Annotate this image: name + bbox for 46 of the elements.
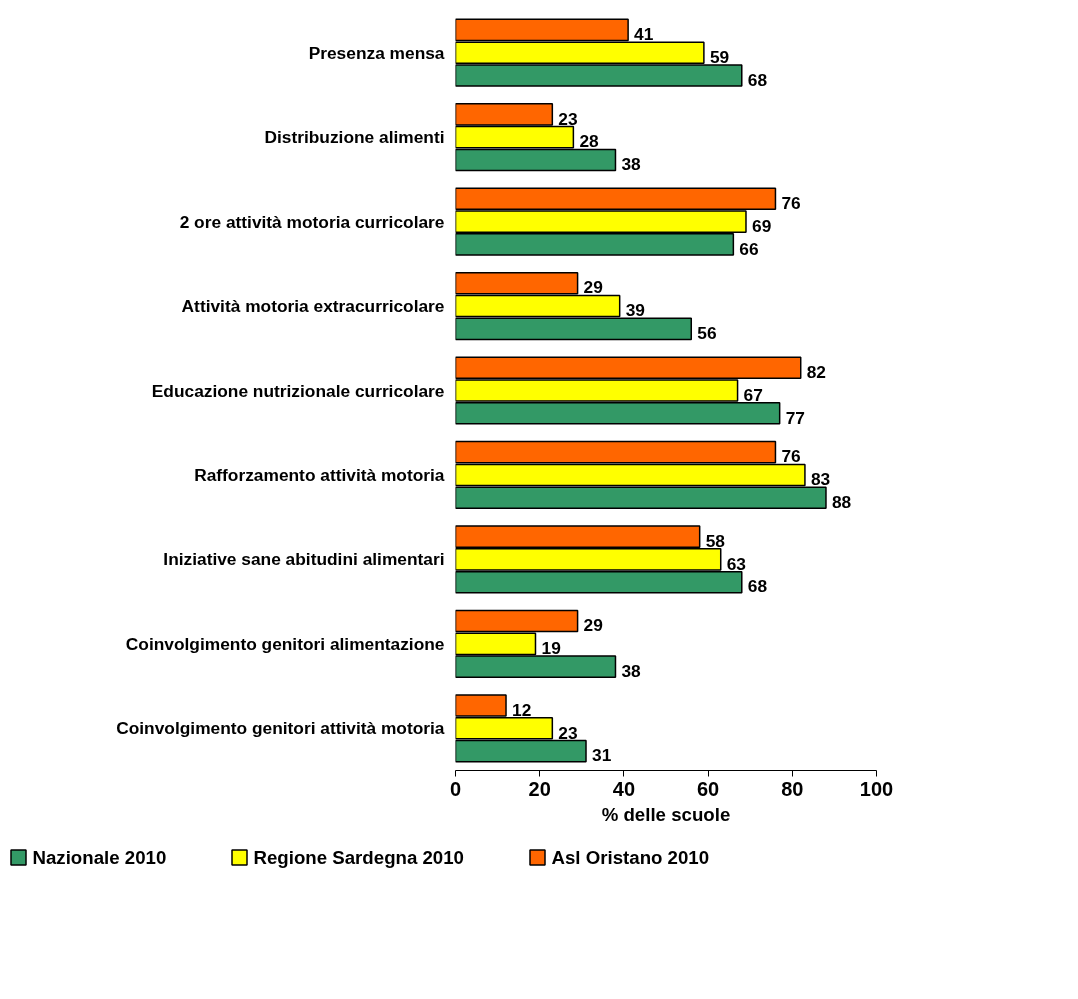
data-label: 38 [621,154,642,175]
data-label: 23 [558,108,578,129]
data-label: 82 [806,361,826,382]
y-tick-label: Attività motoria extracurricolare [181,296,445,317]
y-tick-label: 2 ore attività motoria curricolare [179,211,445,232]
data-label: 28 [579,131,600,152]
x-tick-label: 40 [612,777,636,800]
data-label: 23 [558,722,578,743]
legend-label: Regione Sardegna 2010 [253,847,464,868]
data-label: 38 [621,660,642,681]
data-label: 31 [592,745,612,766]
data-label: 12 [512,699,532,720]
data-label: 88 [831,491,852,512]
x-axis-title: % delle scuole [601,803,731,825]
x-tick-label: 20 [528,777,551,800]
data-label: 66 [739,238,759,259]
data-label: 67 [743,384,763,405]
data-label: 39 [625,300,645,321]
data-label: 59 [709,46,730,67]
y-tick-label: Distribuzione alimenti [264,127,445,148]
data-label: 68 [747,576,768,597]
legend-label: Asl Oristano 2010 [551,847,710,868]
data-label: 41 [634,24,654,45]
data-label: 69 [751,215,772,236]
legend-label: Nazionale 2010 [32,847,167,868]
x-tick-label: 100 [859,777,894,800]
data-label: 68 [747,69,768,90]
data-label: 56 [697,323,717,344]
x-tick-label: 0 [449,777,462,800]
y-tick-label: Rafforzamento attività motoria [194,464,445,485]
x-tick-label: 60 [696,777,720,800]
x-tick-label: 80 [781,777,804,800]
y-tick-label: Coinvolgimento genitori alimentazione [125,633,445,654]
data-label: 29 [583,615,603,636]
data-label: 76 [781,193,802,214]
data-label: 58 [705,530,726,551]
y-tick-label: Presenza mensa [308,42,445,63]
data-label: 83 [810,469,831,490]
data-label: 63 [726,553,747,574]
y-tick-label: Educazione nutrizionale curricolare [151,380,445,401]
data-label: 19 [541,638,561,659]
y-tick-label: Coinvolgimento genitori attività motoria [116,718,445,739]
data-label: 29 [583,277,603,298]
data-label: 77 [785,407,805,428]
data-label: 76 [781,446,802,467]
y-tick-label: Iniziative sane abitudini alimentari [163,549,445,570]
